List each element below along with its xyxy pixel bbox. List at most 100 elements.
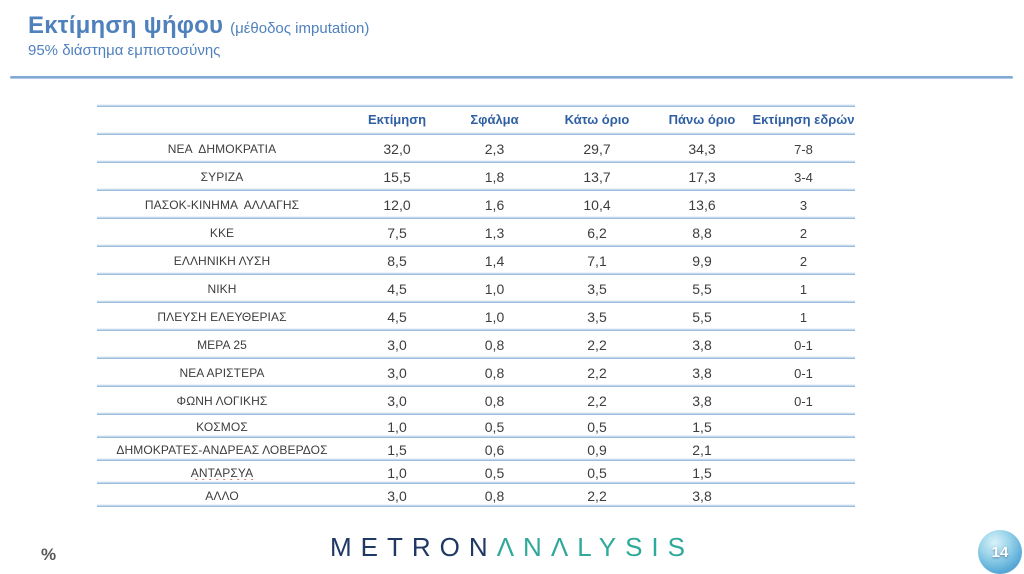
- lower-bound-cell: 0,5: [587, 464, 607, 481]
- estimate-cell: 4,5: [387, 309, 407, 325]
- table-row: ΣΥΡΙΖΑ 15,5 1,8 13,7 17,3 3-4: [97, 163, 855, 191]
- error-cell: 1,3: [484, 225, 505, 241]
- seats-cell: 0-1: [794, 365, 813, 381]
- party-cell: ΔΗΜΟΚΡΑΤΕΣ-ΑΝΔΡΕΑΣ ΛΟΒΕΡΔΟΣ: [116, 442, 328, 457]
- error-cell: 0,8: [484, 365, 505, 381]
- upper-bound-cell: 3,8: [692, 365, 712, 381]
- lower-bound-cell: 29,7: [583, 141, 611, 157]
- upper-bound-cell: 3,8: [692, 337, 712, 353]
- misspelled-party-text: ΑΝΤΑΡΣΥΑ: [190, 465, 254, 480]
- lower-bound-cell: 7,1: [587, 253, 607, 269]
- estimate-cell: 4,5: [387, 281, 407, 297]
- estimate-cell: 15,5: [383, 169, 411, 185]
- estimate-cell: 1,0: [387, 418, 407, 435]
- page-number: 14: [991, 543, 1009, 561]
- lower-bound-cell: 0,5: [587, 418, 607, 435]
- table-row: ΠΑΣΟΚ-ΚΙΝΗΜΑ ΑΛΛΑΓΗΣ 12,0 1,6 10,4 13,6 3: [97, 191, 855, 219]
- table-row: ΠΛΕΥΣΗ ΕΛΕΥΘΕΡΙΑΣ 4,5 1,0 3,5 5,5 1: [97, 303, 855, 331]
- error-cell: 2,3: [484, 141, 505, 157]
- seats-cell: 1: [799, 281, 808, 297]
- estimate-cell: 1,5: [387, 441, 407, 458]
- page-title: Εκτίμηση ψήφου (μέθοδος imputation): [28, 12, 370, 39]
- upper-bound-cell: 5,5: [692, 309, 712, 325]
- seats-cell: 1: [799, 309, 808, 325]
- error-cell: 1,8: [484, 169, 505, 185]
- table-row: ΝΕΑ ΔΗΜΟΚΡΑΤΙΑ 32,0 2,3 29,7 34,3 7-8: [97, 135, 855, 163]
- error-cell: 0,6: [484, 441, 505, 458]
- party-cell: ΜΕΡΑ 25: [197, 338, 247, 352]
- seats-cell: 3-4: [794, 169, 813, 185]
- upper-bound-cell: 1,5: [692, 464, 712, 481]
- estimate-cell: 8,5: [387, 253, 407, 269]
- poll-results-table: Εκτίμηση Σφάλμα Κάτω όριο Πάνω όριο Εκτί…: [97, 104, 855, 507]
- lower-bound-cell: 10,4: [583, 197, 611, 213]
- error-cell: 1,0: [484, 309, 505, 325]
- seats-cell: 0-1: [794, 337, 813, 353]
- page-title-main: Εκτίμηση ψήφου: [28, 12, 231, 39]
- table-row: ΑΝΤΑΡΣΥΑ 1,0 0,5 0,5 1,5: [97, 461, 855, 484]
- lower-bound-cell: 3,5: [587, 281, 607, 297]
- upper-bound-cell: 9,9: [692, 253, 712, 269]
- upper-bound-cell: 1,5: [692, 418, 712, 435]
- upper-bound-cell: 13,6: [688, 197, 716, 213]
- estimate-cell: 32,0: [383, 141, 411, 157]
- estimate-cell: 3,0: [387, 487, 407, 504]
- error-cell: 0,8: [484, 393, 505, 409]
- party-cell: ΝΕΑ ΔΗΜΟΚΡΑΤΙΑ: [167, 142, 277, 156]
- upper-bound-cell: 34,3: [688, 141, 716, 157]
- error-cell: 0,5: [484, 418, 505, 435]
- party-cell: ΝΙΚΗ: [207, 282, 237, 296]
- error-cell: 1,4: [484, 253, 505, 269]
- percent-symbol: %: [41, 545, 57, 564]
- column-header-error: Σφάλμα: [470, 112, 519, 127]
- table-row: ΦΩΝΗ ΛΟΓΙΚΗΣ 3,0 0,8 2,2 3,8 0-1: [97, 387, 855, 415]
- seats-cell: 3: [799, 197, 808, 213]
- error-cell: 1,0: [484, 281, 505, 297]
- party-cell: ΣΥΡΙΖΑ: [200, 170, 244, 184]
- estimate-cell: 12,0: [383, 197, 411, 213]
- estimate-cell: 3,0: [387, 393, 407, 409]
- upper-bound-cell: 17,3: [688, 169, 716, 185]
- party-cell: ΠΛΕΥΣΗ ΕΛΕΥΘΕΡΙΑΣ: [157, 310, 287, 324]
- party-cell: ΚΟΣΜΟΣ: [196, 419, 248, 434]
- title-divider-line: [10, 76, 1013, 79]
- estimate-cell: 1,0: [387, 464, 407, 481]
- table-row: ΝΕΑ ΑΡΙΣΤΕΡΑ 3,0 0,8 2,2 3,8 0-1: [97, 359, 855, 387]
- logo-analysis-text: ΛNΛLYSIS: [496, 532, 694, 562]
- table-header-row: Εκτίμηση Σφάλμα Κάτω όριο Πάνω όριο Εκτί…: [97, 104, 855, 135]
- lower-bound-cell: 2,2: [587, 337, 607, 353]
- party-cell: ΠΑΣΟΚ-ΚΙΝΗΜΑ ΑΛΛΑΓΗΣ: [144, 198, 300, 212]
- upper-bound-cell: 8,8: [692, 225, 712, 241]
- column-header-estimate: Εκτίμηση: [367, 112, 427, 127]
- metron-analysis-logo: METRONΛNΛLYSIS: [0, 532, 1024, 563]
- lower-bound-cell: 3,5: [587, 309, 607, 325]
- lower-bound-cell: 2,2: [587, 365, 607, 381]
- party-cell: ΑΛΛΟ: [205, 488, 239, 503]
- error-cell: 1,6: [484, 197, 505, 213]
- lower-bound-cell: 0,9: [587, 441, 607, 458]
- slide-header: Εκτίμηση ψήφου (μέθοδος imputation) 95% …: [28, 12, 370, 60]
- estimate-cell: 3,0: [387, 337, 407, 353]
- page-subtitle: 95% διάστημα εμπιστοσύνης: [28, 42, 221, 60]
- upper-bound-cell: 5,5: [692, 281, 712, 297]
- lower-bound-cell: 13,7: [583, 169, 611, 185]
- column-header-seats: Εκτίμηση εδρών: [752, 112, 855, 127]
- upper-bound-cell: 3,8: [692, 487, 712, 504]
- table-row: ΚΚΕ 7,5 1,3 6,2 8,8 2: [97, 219, 855, 247]
- page-number-badge: 14: [978, 530, 1022, 574]
- table-body: ΝΕΑ ΔΗΜΟΚΡΑΤΙΑ 32,0 2,3 29,7 34,3 7-8 ΣΥΡΙΖΑ 15…: [97, 135, 855, 507]
- column-header-lower: Κάτω όριο: [564, 112, 630, 127]
- party-cell: ΦΩΝΗ ΛΟΓΙΚΗΣ: [176, 394, 268, 408]
- estimate-cell: 3,0: [387, 365, 407, 381]
- party-cell: ΝΕΑ ΑΡΙΣΤΕΡΑ: [179, 366, 265, 380]
- party-cell: ΚΚΕ: [209, 226, 235, 240]
- lower-bound-cell: 6,2: [587, 225, 607, 241]
- party-cell: ΕΛΛΗΝΙΚΗ ΛΥΣΗ: [173, 254, 271, 268]
- lower-bound-cell: 2,2: [587, 487, 607, 504]
- page-title-suffix: (μέθοδος imputation): [230, 20, 370, 37]
- error-cell: 0,5: [484, 464, 505, 481]
- seats-cell: 2: [799, 225, 808, 241]
- table-row: ΑΛΛΟ 3,0 0,8 2,2 3,8: [97, 484, 855, 507]
- logo-metron-text: METRON: [330, 532, 497, 562]
- lower-bound-cell: 2,2: [587, 393, 607, 409]
